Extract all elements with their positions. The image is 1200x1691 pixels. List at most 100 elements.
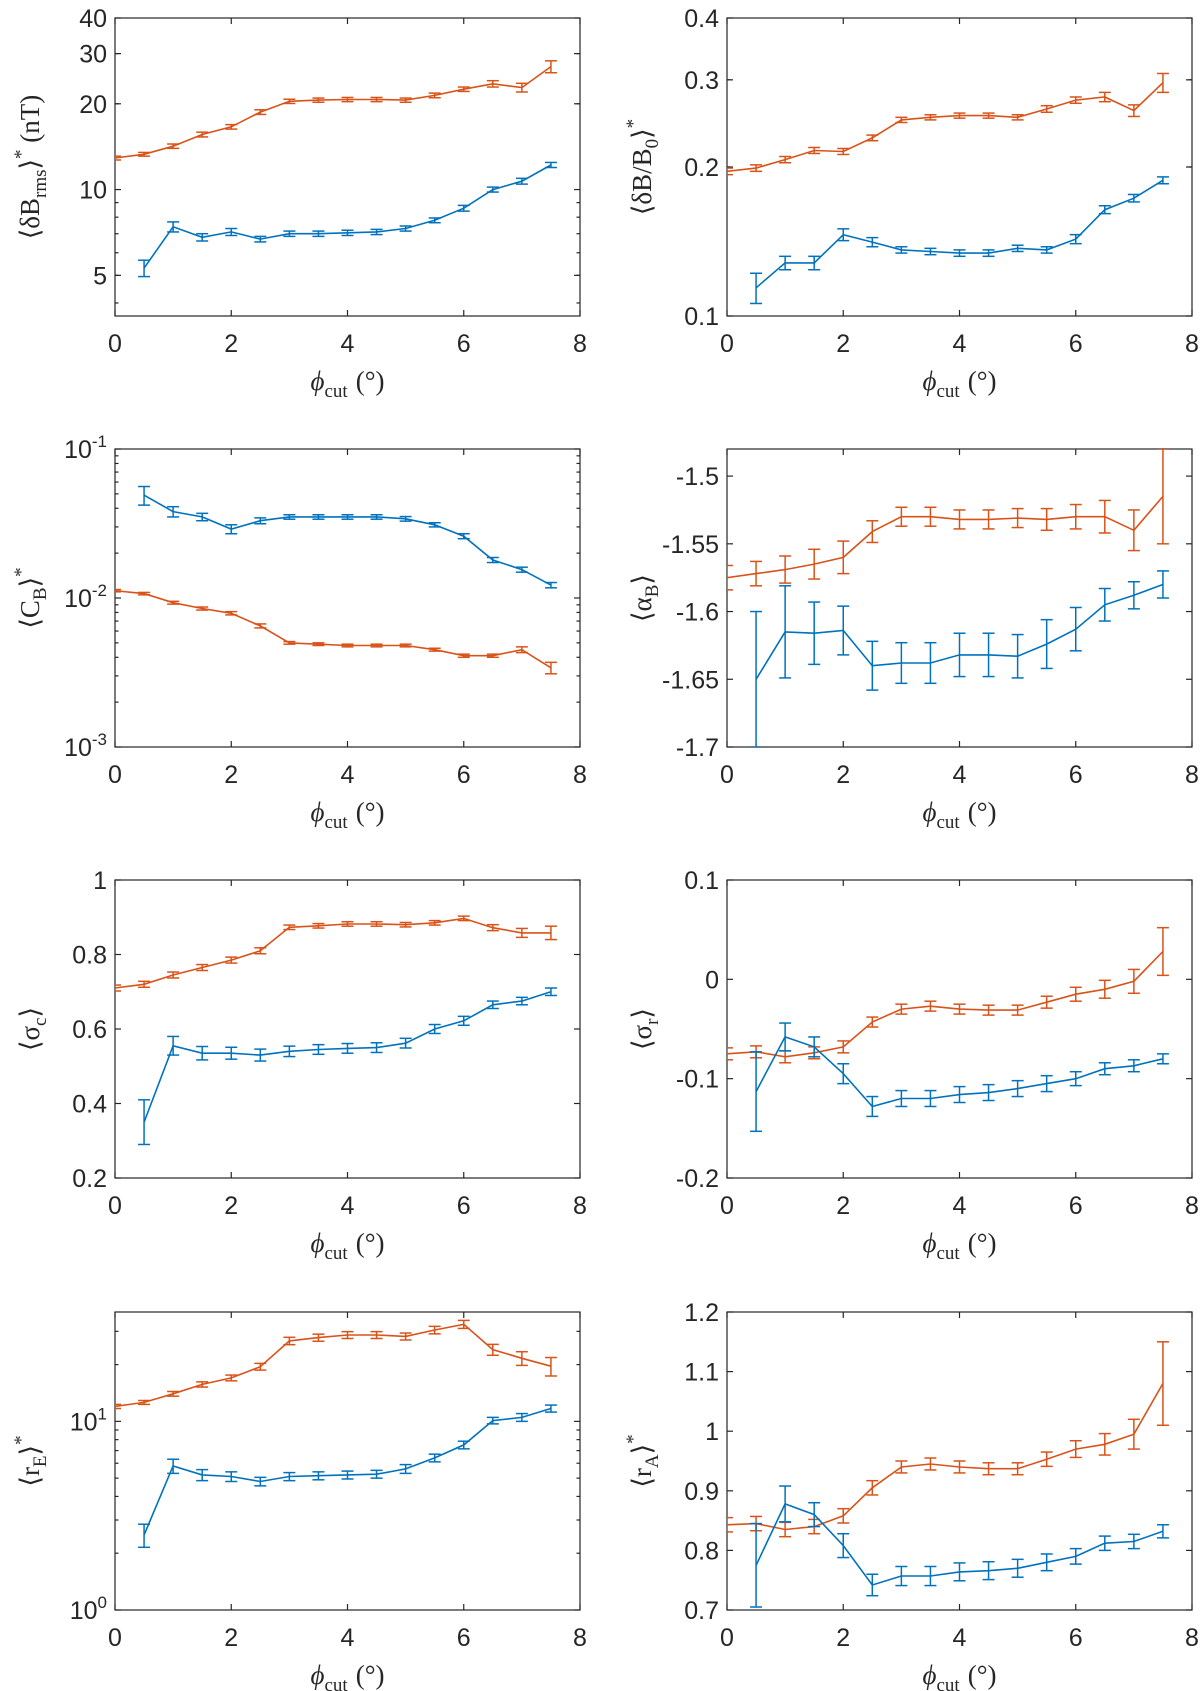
series-line-red [727,82,1164,173]
series-red [727,72,1169,176]
x-tick-label: 8 [573,330,587,358]
series-line-red [727,495,1164,579]
x-tick-label: 6 [1069,1192,1083,1220]
chart-panel-5: 0 2 4 6 8 0.2 0.4 0.6 0.8 1 ϕcut (°) ⟨σc⟩ [15,867,587,1264]
series-line-red [115,589,552,669]
chart-panel-4: 0 2 4 6 8 -1.7 -1.65 -1.6 -1.55 -1.5 ϕcut (°) ⟨αB⟩ [627,448,1199,833]
y-tick-label: 0.8 [72,942,107,970]
x-axis-label: ϕcut (°) [311,1228,385,1264]
y-tick-label: 0.3 [684,67,719,95]
y-axis-label: ⟨σc⟩ [15,1007,51,1051]
series-blue [138,485,557,589]
series-line-blue [143,991,552,1123]
x-tick-label: 4 [341,1192,355,1220]
y-tick-label: 30 [79,41,107,69]
series-red [115,915,557,992]
x-tick-label: 8 [573,1192,587,1220]
series-line-red [115,1323,552,1408]
x-tick-label: 0 [720,330,734,358]
y-tick-label: 0.1 [684,303,719,331]
series-blue [138,161,557,278]
x-tick-label: 6 [1069,330,1083,358]
series-red [115,1319,557,1410]
x-tick-label: 4 [953,761,967,789]
axes-box [114,1311,581,1611]
chart-panel-7: 0 2 4 6 8 100 101 ϕcut (°) ⟨rE⟩* [11,1311,587,1691]
y-axis-label: ⟨δBrms⟩* (nT) [11,95,51,240]
y-tick-label: 5 [93,262,107,290]
y-axis-label: ⟨rE⟩* [11,1435,51,1486]
series-blue [750,570,1169,747]
x-axis-label: ϕcut (°) [923,366,997,402]
y-tick-label: -1.7 [676,734,719,762]
x-tick-label: 4 [341,761,355,789]
y-tick-label: 0.9 [684,1478,719,1506]
y-axis-label: ⟨CB⟩* [11,567,51,628]
y-tick-label: 40 [79,5,107,33]
series-blue [138,1404,557,1549]
x-tick-label: 2 [836,1624,850,1652]
y-tick-label: 100 [70,1593,107,1625]
series-red [727,926,1169,1064]
y-tick-label: 1.1 [684,1359,719,1387]
y-tick-label: 10-2 [64,581,107,613]
x-tick-label: 0 [720,1192,734,1220]
series-line-blue [143,164,552,269]
x-tick-label: 2 [224,1624,238,1652]
x-axis-label: ϕcut (°) [923,1660,997,1691]
x-tick-label: 0 [108,330,122,358]
y-tick-label: 0.2 [72,1165,107,1193]
x-tick-label: 6 [1069,1624,1083,1652]
y-tick-label: 0 [705,966,719,994]
chart-panel-8: 0 2 4 6 8 0.7 0.8 0.9 1 1.1 1.2 ϕcut (°) ⟨rA⟩* [623,1299,1199,1691]
series-line-red [727,950,1164,1058]
series-line-blue [143,494,552,586]
x-tick-label: 6 [457,761,471,789]
y-tick-label: 0.4 [684,5,719,33]
x-tick-label: 6 [457,1624,471,1652]
x-tick-label: 0 [108,761,122,789]
axes-box [726,448,1193,748]
x-tick-label: 8 [573,1624,587,1652]
y-axis-label: ⟨rA⟩* [623,1434,663,1487]
x-tick-label: 0 [108,1624,122,1652]
x-tick-label: 0 [720,1624,734,1652]
series-red [115,60,557,161]
series-line-red [727,1383,1164,1531]
chart-panel-2: 0 2 4 6 8 0.1 0.2 0.3 0.4 ϕcut (°) ⟨δB/B0⟩* [623,5,1199,402]
y-tick-label: 1 [705,1418,719,1446]
x-tick-label: 2 [224,330,238,358]
y-tick-label: 1 [93,867,107,895]
y-tick-label: 10 [79,177,107,205]
x-axis-label: ϕcut (°) [923,797,997,833]
x-tick-label: 2 [836,330,850,358]
x-tick-label: 6 [1069,761,1083,789]
series-line-red [115,65,552,159]
x-axis-label: ϕcut (°) [311,797,385,833]
y-tick-label: -1.5 [676,463,719,491]
axes-box [726,17,1193,317]
y-axis-label: ⟨αB⟩ [627,574,663,622]
x-tick-label: 2 [836,761,850,789]
x-axis-label: ϕcut (°) [923,1228,997,1264]
y-tick-label: 20 [79,91,107,119]
x-tick-label: 2 [836,1192,850,1220]
axes-box [114,17,581,317]
series-blue [138,987,557,1146]
x-axis-label: ϕcut (°) [311,366,385,402]
x-tick-label: 4 [953,1624,967,1652]
y-tick-label: 10-3 [64,730,107,762]
x-tick-label: 0 [720,761,734,789]
x-tick-label: 8 [1185,1192,1199,1220]
series-red [727,1341,1169,1538]
axes-box [726,879,1193,1179]
series-blue [750,176,1169,305]
y-tick-label: 0.7 [684,1597,719,1625]
x-tick-label: 6 [457,1192,471,1220]
y-tick-label: 0.1 [684,867,719,895]
y-tick-label: 1.2 [684,1299,719,1327]
x-axis-label: ϕcut (°) [311,1660,385,1691]
x-tick-label: 8 [1185,1624,1199,1652]
x-tick-label: 4 [341,330,355,358]
